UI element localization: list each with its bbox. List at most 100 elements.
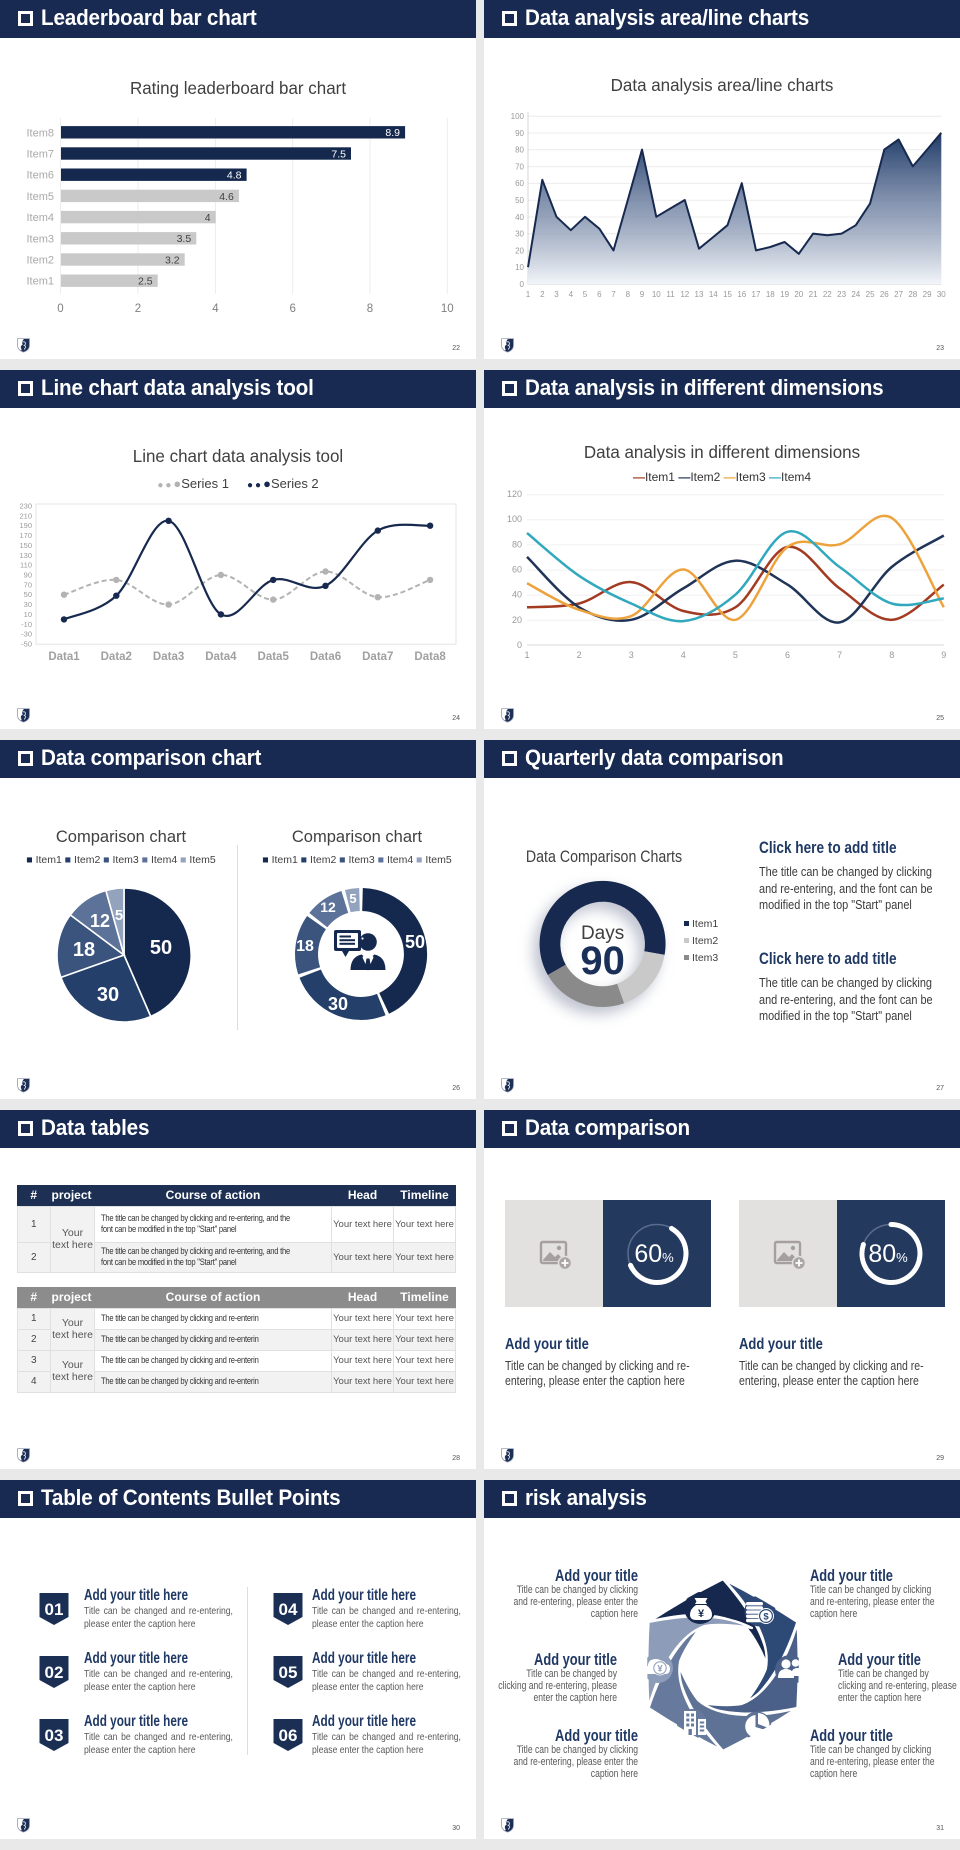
- svg-text:60: 60: [512, 565, 522, 575]
- svg-text:4.6: 4.6: [219, 191, 234, 203]
- svg-text:Item6: Item6: [26, 170, 54, 182]
- svg-text:4: 4: [681, 650, 686, 660]
- svg-text:Item3: Item3: [26, 233, 54, 245]
- svg-text:8.9: 8.9: [385, 127, 400, 139]
- svg-text:100: 100: [507, 514, 522, 524]
- svg-text:Item1: Item1: [26, 276, 54, 288]
- svg-text:Item5: Item5: [26, 191, 54, 203]
- svg-text:9: 9: [941, 650, 946, 660]
- svg-text:Data2: Data2: [101, 651, 132, 663]
- svg-text:40: 40: [515, 213, 524, 222]
- svg-text:70: 70: [515, 162, 524, 171]
- svg-text:2: 2: [135, 303, 141, 315]
- svg-text:06: 06: [279, 1726, 298, 1745]
- svg-text:¥: ¥: [657, 1664, 662, 1674]
- svg-text:150: 150: [19, 541, 32, 550]
- svg-text:2: 2: [577, 650, 582, 660]
- svg-text:12: 12: [90, 911, 110, 931]
- svg-text:50: 50: [405, 932, 425, 952]
- svg-text:26: 26: [880, 290, 889, 299]
- svg-text:12: 12: [680, 290, 689, 299]
- svg-text:Data3: Data3: [153, 651, 184, 663]
- svg-text:30: 30: [328, 994, 348, 1014]
- svg-text:17: 17: [752, 290, 761, 299]
- svg-text:30: 30: [937, 290, 946, 299]
- svg-text:110: 110: [20, 561, 32, 570]
- svg-text:9: 9: [640, 290, 645, 299]
- svg-text:Data4: Data4: [205, 651, 237, 663]
- svg-text:7: 7: [611, 290, 616, 299]
- svg-text:0: 0: [57, 303, 63, 315]
- svg-text:0: 0: [520, 280, 525, 289]
- svg-text:80: 80: [515, 146, 524, 155]
- svg-text:Item4: Item4: [26, 212, 54, 224]
- svg-text:-30: -30: [21, 630, 32, 639]
- svg-text:18: 18: [73, 939, 95, 961]
- svg-text:Item2: Item2: [692, 935, 718, 947]
- svg-text:8: 8: [367, 303, 373, 315]
- svg-text:13: 13: [695, 290, 704, 299]
- svg-text:14: 14: [709, 290, 718, 299]
- svg-text:130: 130: [19, 551, 32, 560]
- svg-text:5: 5: [115, 907, 123, 924]
- svg-text:6: 6: [597, 290, 602, 299]
- svg-text:11: 11: [666, 290, 675, 299]
- svg-text:50: 50: [515, 196, 524, 205]
- svg-text:Item1: Item1: [692, 918, 718, 930]
- svg-text:10: 10: [652, 290, 661, 299]
- svg-text:4: 4: [569, 290, 574, 299]
- svg-text:10: 10: [24, 610, 32, 619]
- svg-text:60%: 60%: [634, 1240, 674, 1268]
- svg-text:5: 5: [733, 650, 738, 660]
- svg-text:70: 70: [24, 580, 32, 589]
- svg-text:05: 05: [279, 1663, 298, 1682]
- svg-text:03: 03: [45, 1726, 64, 1745]
- svg-text:90: 90: [515, 129, 524, 138]
- svg-text:100: 100: [511, 112, 525, 121]
- svg-text:5: 5: [349, 891, 356, 906]
- svg-text:-10: -10: [21, 620, 32, 629]
- svg-text:23: 23: [837, 290, 846, 299]
- svg-text:30: 30: [515, 230, 524, 239]
- svg-text:50: 50: [24, 590, 32, 599]
- svg-text:12: 12: [320, 899, 336, 915]
- svg-text:Data1: Data1: [48, 651, 80, 663]
- svg-text:1: 1: [524, 650, 529, 660]
- svg-text:170: 170: [19, 531, 32, 540]
- svg-text:19: 19: [780, 290, 789, 299]
- svg-text:16: 16: [737, 290, 746, 299]
- svg-text:1: 1: [526, 290, 531, 299]
- svg-text:10: 10: [441, 303, 454, 315]
- svg-text:0: 0: [517, 640, 522, 650]
- svg-text:18: 18: [766, 290, 775, 299]
- svg-text:4: 4: [212, 303, 219, 315]
- svg-text:02: 02: [45, 1663, 64, 1682]
- svg-text:190: 190: [19, 521, 32, 530]
- svg-text:21: 21: [809, 290, 818, 299]
- svg-text:28: 28: [908, 290, 917, 299]
- svg-text:22: 22: [823, 290, 832, 299]
- svg-text:80%: 80%: [868, 1240, 908, 1268]
- svg-text:8: 8: [626, 290, 631, 299]
- svg-text:18: 18: [296, 938, 314, 955]
- svg-text:Item8: Item8: [26, 127, 54, 139]
- svg-text:10: 10: [515, 263, 524, 272]
- svg-text:80: 80: [512, 539, 522, 549]
- svg-text:27: 27: [894, 290, 903, 299]
- svg-text:Item3: Item3: [692, 952, 718, 964]
- svg-text:50: 50: [150, 937, 172, 959]
- svg-text:30: 30: [97, 984, 119, 1006]
- svg-text:3.5: 3.5: [177, 233, 192, 245]
- svg-text:4.8: 4.8: [227, 170, 242, 182]
- svg-text:25: 25: [866, 290, 875, 299]
- svg-text:120: 120: [507, 489, 522, 499]
- svg-text:-50: -50: [21, 640, 32, 649]
- svg-text:7: 7: [837, 650, 842, 660]
- svg-text:90: 90: [580, 939, 625, 983]
- svg-text:04: 04: [279, 1600, 298, 1619]
- svg-text:6: 6: [785, 650, 790, 660]
- svg-text:4: 4: [205, 212, 211, 224]
- svg-text:2: 2: [540, 290, 545, 299]
- svg-text:01: 01: [45, 1600, 64, 1619]
- svg-text:40: 40: [512, 590, 522, 600]
